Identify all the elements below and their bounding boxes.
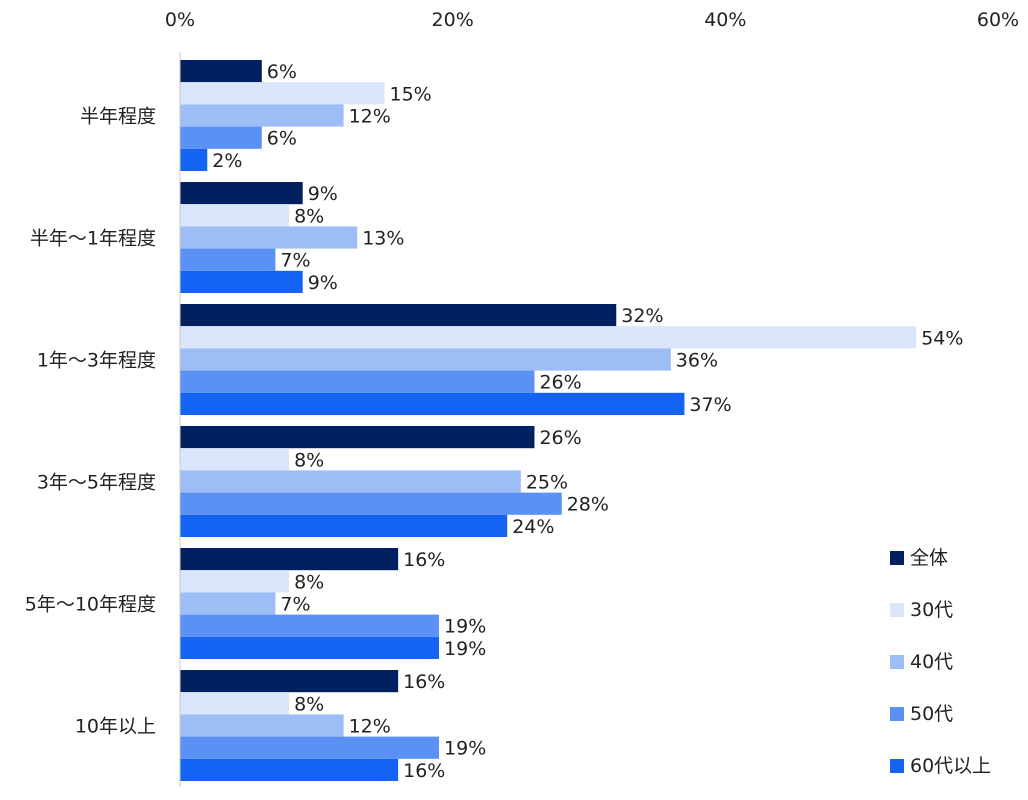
category-label: 10年以上	[75, 716, 156, 738]
bar	[180, 714, 344, 737]
legend-swatch	[890, 707, 904, 721]
data-label: 25%	[526, 472, 568, 494]
data-label: 37%	[689, 394, 731, 416]
legend-swatch	[890, 759, 904, 773]
bar	[180, 592, 276, 615]
data-label: 9%	[308, 183, 338, 205]
data-label: 8%	[294, 449, 324, 471]
data-label: 7%	[280, 594, 310, 616]
bar	[180, 248, 276, 271]
category-label: 3年～5年程度	[37, 472, 156, 494]
bar	[180, 670, 399, 693]
category-label: 半年程度	[80, 106, 156, 128]
bar	[180, 82, 385, 105]
data-label: 36%	[676, 350, 718, 372]
x-tick-label: 60%	[977, 9, 1019, 31]
data-label: 9%	[308, 272, 338, 294]
legend-swatch	[890, 655, 904, 669]
x-tick-label: 0%	[165, 9, 195, 31]
legend-swatch	[890, 551, 904, 565]
data-label: 28%	[567, 494, 609, 516]
data-label: 16%	[403, 549, 445, 571]
data-label: 54%	[921, 327, 963, 349]
bar	[180, 60, 262, 83]
legend-label: 60代以上	[910, 755, 991, 777]
legend-label: 全体	[910, 547, 948, 569]
category-label: 5年～10年程度	[25, 594, 156, 616]
bar	[180, 470, 521, 493]
data-label: 16%	[403, 671, 445, 693]
legend-label: 30代	[910, 599, 953, 621]
bar	[180, 326, 917, 349]
x-tick-label: 20%	[432, 9, 474, 31]
data-label: 8%	[294, 205, 324, 227]
data-label: 19%	[444, 638, 486, 660]
legend-label: 40代	[910, 651, 953, 673]
bar	[180, 692, 290, 715]
legend-label: 50代	[910, 703, 953, 725]
bar	[180, 570, 290, 593]
bar	[180, 492, 562, 515]
bar	[180, 182, 303, 205]
x-tick-label: 40%	[704, 9, 746, 31]
data-label: 32%	[621, 305, 663, 327]
bar	[180, 148, 208, 171]
data-label: 26%	[539, 427, 581, 449]
data-label: 6%	[267, 128, 297, 150]
bar	[180, 614, 440, 637]
data-label: 19%	[444, 738, 486, 760]
bar	[180, 448, 290, 471]
bar	[180, 348, 671, 371]
category-label: 半年～1年程度	[30, 228, 156, 250]
data-label: 24%	[512, 516, 554, 538]
data-label: 8%	[294, 571, 324, 593]
data-label: 19%	[444, 616, 486, 638]
bar	[180, 758, 399, 781]
data-label: 16%	[403, 760, 445, 782]
bar	[180, 426, 535, 449]
category-label: 1年～3年程度	[37, 350, 156, 372]
data-label: 15%	[390, 83, 432, 105]
bar	[180, 636, 440, 659]
bar	[180, 270, 303, 293]
bar	[180, 104, 344, 127]
data-label: 12%	[349, 716, 391, 738]
bar	[180, 204, 290, 227]
data-label: 13%	[362, 228, 404, 250]
data-label: 7%	[280, 250, 310, 272]
bar	[180, 392, 685, 415]
data-label: 8%	[294, 693, 324, 715]
legend-swatch	[890, 603, 904, 617]
bar	[180, 226, 358, 249]
data-label: 2%	[212, 150, 242, 172]
bar	[180, 126, 262, 149]
data-label: 12%	[349, 106, 391, 128]
data-label: 26%	[539, 372, 581, 394]
bar	[180, 304, 617, 327]
bar	[180, 514, 508, 537]
bar	[180, 370, 535, 393]
bar	[180, 736, 440, 759]
data-label: 6%	[267, 61, 297, 83]
bar	[180, 548, 399, 571]
